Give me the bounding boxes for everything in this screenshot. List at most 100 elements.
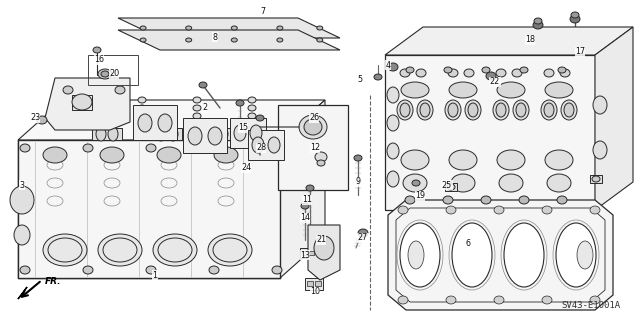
Ellipse shape [513,100,529,120]
Ellipse shape [448,69,458,77]
Ellipse shape [593,96,607,114]
Ellipse shape [443,196,453,204]
Ellipse shape [412,180,420,186]
Ellipse shape [545,82,573,98]
Ellipse shape [408,241,424,269]
Ellipse shape [400,103,410,117]
Ellipse shape [570,15,580,23]
Text: 26: 26 [309,114,319,122]
Ellipse shape [115,86,125,94]
Ellipse shape [108,127,118,141]
Ellipse shape [138,97,146,103]
Polygon shape [152,128,182,140]
Text: 15: 15 [238,123,248,132]
Ellipse shape [193,121,201,127]
Ellipse shape [354,155,362,161]
Ellipse shape [564,103,574,117]
Ellipse shape [451,174,475,192]
Text: 13: 13 [300,250,310,259]
Ellipse shape [534,18,542,24]
Ellipse shape [231,38,237,42]
Ellipse shape [493,100,509,120]
Text: 28: 28 [256,144,266,152]
Ellipse shape [400,223,440,287]
Ellipse shape [306,185,314,191]
Ellipse shape [512,69,522,77]
Text: 1: 1 [152,271,157,279]
Ellipse shape [420,103,430,117]
Ellipse shape [496,69,506,77]
Ellipse shape [140,38,146,42]
Ellipse shape [516,103,526,117]
Ellipse shape [401,82,429,98]
Ellipse shape [218,127,228,141]
Text: FR.: FR. [45,278,61,286]
Ellipse shape [72,94,92,110]
Bar [72,95,92,110]
Text: 11: 11 [302,196,312,204]
Polygon shape [230,118,266,148]
Bar [88,55,138,85]
Ellipse shape [561,100,577,120]
Ellipse shape [544,69,554,77]
Bar [309,251,314,255]
Ellipse shape [83,144,93,152]
Ellipse shape [494,296,504,304]
Polygon shape [385,55,595,210]
Ellipse shape [43,147,67,163]
Ellipse shape [445,100,461,120]
Ellipse shape [146,144,156,152]
Ellipse shape [449,82,477,98]
Ellipse shape [100,147,124,163]
Ellipse shape [444,67,452,73]
Ellipse shape [315,152,327,162]
Ellipse shape [542,206,552,214]
Polygon shape [595,27,633,210]
Text: 21: 21 [316,235,326,244]
Ellipse shape [208,127,222,145]
Ellipse shape [234,125,246,141]
Ellipse shape [14,225,30,245]
Ellipse shape [93,47,101,53]
Text: 5: 5 [357,76,363,85]
Polygon shape [280,100,325,278]
Ellipse shape [193,105,201,111]
Ellipse shape [252,137,264,153]
Ellipse shape [387,143,399,159]
Ellipse shape [101,71,109,77]
Text: 19: 19 [415,191,425,201]
Ellipse shape [398,206,408,214]
Ellipse shape [208,234,252,266]
Bar [302,251,307,255]
Ellipse shape [447,184,455,190]
Ellipse shape [541,100,557,120]
Ellipse shape [452,223,492,287]
Bar [305,278,323,290]
Ellipse shape [317,160,325,166]
Ellipse shape [156,127,166,141]
Ellipse shape [520,67,528,73]
Ellipse shape [96,127,106,141]
Ellipse shape [465,100,481,120]
Text: 24: 24 [241,164,251,173]
Ellipse shape [403,174,427,192]
Ellipse shape [250,125,262,141]
Ellipse shape [486,72,496,80]
Text: 12: 12 [310,144,320,152]
Ellipse shape [20,144,30,152]
Text: SV43-E1001A: SV43-E1001A [561,301,620,310]
Text: 25: 25 [442,181,452,189]
Ellipse shape [209,266,219,274]
Polygon shape [18,100,325,140]
Ellipse shape [374,74,382,80]
Ellipse shape [138,105,146,111]
Ellipse shape [446,206,456,214]
Bar [315,281,321,286]
Text: 4: 4 [385,61,390,70]
Ellipse shape [387,115,399,131]
Ellipse shape [43,234,87,266]
Ellipse shape [193,113,201,119]
Ellipse shape [214,147,238,163]
Polygon shape [92,128,122,140]
Ellipse shape [592,176,600,182]
